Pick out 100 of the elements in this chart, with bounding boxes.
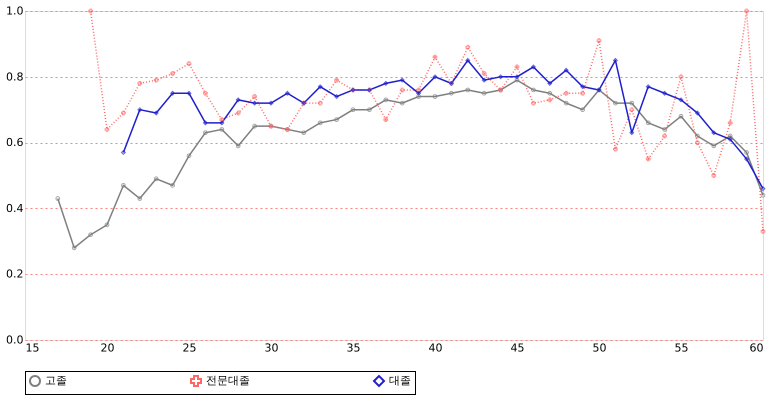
point [121,150,126,155]
point [432,74,438,80]
point [744,150,749,155]
point [219,127,224,132]
point [350,107,356,112]
point [728,136,733,142]
point [219,117,224,122]
point [236,144,241,148]
point [711,130,716,136]
point [564,100,569,106]
point [219,120,224,126]
point [400,88,405,92]
point [711,144,716,148]
point [334,94,339,99]
point [514,64,520,70]
point [104,127,110,132]
point [728,134,733,138]
point [416,94,421,99]
point [236,97,241,102]
point [285,90,290,96]
point [580,90,585,96]
point [203,90,208,96]
point [629,100,634,106]
point [137,107,142,112]
x-tick-label: 25 [182,342,196,354]
point [678,74,684,80]
x-tick-label: 50 [592,342,606,354]
point [580,107,585,112]
point [203,130,208,136]
point [695,110,700,116]
point [334,117,339,122]
y-tick-label: 0.2 [6,268,24,281]
point [662,134,667,138]
point [170,90,175,96]
point [104,222,110,228]
point [154,78,159,82]
point [728,120,733,126]
point [186,61,192,66]
point [498,74,503,80]
point [482,71,487,76]
point [760,186,766,192]
x-tick-label: 35 [346,342,360,354]
point [88,232,93,238]
point [72,246,77,250]
point [383,117,388,122]
point [613,100,618,106]
point [449,90,454,96]
point [318,120,323,126]
point [268,100,274,106]
point [432,94,438,99]
point [695,140,700,145]
point [547,97,552,102]
point [432,54,438,60]
line-series [121,58,766,192]
point [613,58,618,63]
point [646,156,651,162]
point [695,134,700,138]
point [154,110,159,116]
y-tick-label: 0.6 [6,136,24,150]
x-tick-label: 45 [510,342,524,354]
point [514,74,520,80]
point [564,90,569,96]
y-tick-label: 0.0 [6,334,24,346]
point [646,120,651,126]
point [514,78,520,82]
point [170,71,175,76]
point [564,68,569,73]
point [203,120,208,126]
x-tick-label: 55 [674,342,688,354]
point [88,8,93,14]
point [531,88,536,92]
y-tick-label: 0.8 [6,70,24,84]
point [711,173,716,178]
point [646,84,651,90]
point [482,78,487,82]
y-tick-label: 1.0 [6,4,24,18]
legend-label: 전문대졸 [206,374,250,387]
point [301,130,306,136]
point [252,100,257,106]
point [137,196,142,201]
point [547,90,552,96]
point [400,100,405,106]
point [531,100,536,106]
x-tick-label: 60 [750,342,764,354]
point [465,88,470,92]
point [465,44,470,50]
point [760,229,766,234]
point [531,64,536,70]
point [662,127,667,132]
x-tick-label: 30 [264,342,278,354]
point [678,114,684,119]
point [596,38,602,43]
point [334,78,339,82]
point [465,58,470,63]
point [367,107,372,112]
point [383,97,388,102]
x-tick-label: 20 [100,342,114,354]
point [400,78,405,82]
point [170,183,175,188]
point [416,90,421,96]
